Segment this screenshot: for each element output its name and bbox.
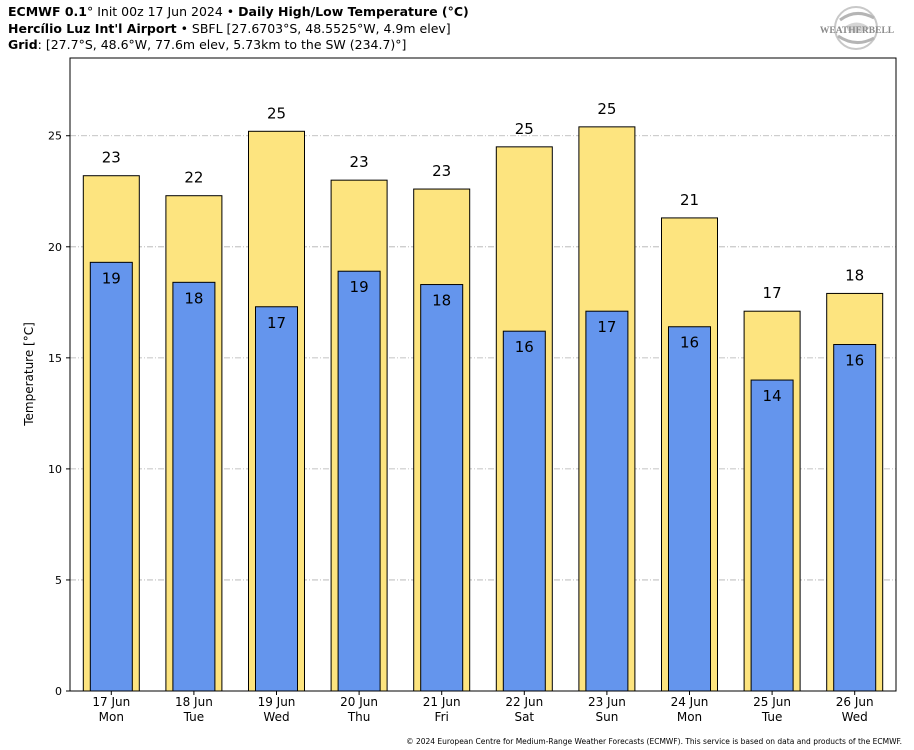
low-temp-bar bbox=[833, 344, 877, 692]
low-temp-label: 17 bbox=[597, 318, 616, 336]
x-tick-date: 21 Jun bbox=[423, 695, 461, 709]
bar-value-labels: 23 19 22 18 25 17 23 19 23 18 25 16 25 17 21 16 17 14 18 16 bbox=[102, 100, 864, 405]
header-line-1: ECMWF 0.1° Init 00z 17 Jun 2024 • Daily … bbox=[8, 4, 469, 21]
y-axis: 0 5 10 15 20 25 bbox=[48, 130, 70, 698]
low-temp-bar bbox=[172, 281, 216, 692]
y-tick-label: 20 bbox=[48, 241, 62, 254]
x-tick-date: 22 Jun bbox=[505, 695, 543, 709]
x-tick-weekday: Sat bbox=[514, 710, 534, 724]
low-temp-bar bbox=[337, 270, 381, 692]
station-name: Hercílio Luz Int'l Airport bbox=[8, 20, 177, 36]
x-tick-date: 24 Jun bbox=[671, 695, 709, 709]
low-temp-bar bbox=[750, 379, 794, 692]
high-temp-label: 21 bbox=[680, 191, 699, 209]
low-temp-bar bbox=[668, 326, 711, 692]
x-tick-weekday: Wed bbox=[842, 710, 868, 724]
low-temp-label: 19 bbox=[350, 278, 369, 296]
plot-frame bbox=[69, 57, 897, 692]
y-tick-label: 25 bbox=[48, 130, 62, 143]
y-tick-label: 0 bbox=[55, 685, 62, 698]
header-line-3: Grid: [27.7°S, 48.6°W, 77.6m elev, 5.73k… bbox=[8, 37, 469, 54]
y-tick-label: 15 bbox=[48, 352, 62, 365]
station-details: SBFL [27.6703°S, 48.5525°W, 4.9m elev] bbox=[191, 20, 451, 36]
x-tick-weekday: Thu bbox=[347, 710, 371, 724]
header-line-2: Hercílio Luz Int'l Airport • SBFL [27.67… bbox=[8, 21, 469, 38]
weatherbell-logo: WEATHERBELL bbox=[820, 6, 894, 50]
high-temp-label: 17 bbox=[763, 284, 782, 302]
bars bbox=[82, 126, 884, 692]
high-temp-label: 23 bbox=[432, 162, 451, 180]
x-tick-weekday: Fri bbox=[435, 710, 449, 724]
x-tick-weekday: Tue bbox=[183, 710, 205, 724]
y-tick-label: 5 bbox=[55, 574, 62, 587]
separator: • bbox=[222, 4, 239, 19]
low-temp-label: 19 bbox=[102, 269, 121, 287]
chart-title: Daily High/Low Temperature (°C) bbox=[238, 4, 469, 19]
separator: • bbox=[176, 20, 192, 36]
copyright-notice: © 2024 European Centre for Medium-Range … bbox=[406, 737, 902, 746]
low-temp-bar bbox=[585, 310, 629, 692]
x-tick-date: 25 Jun bbox=[753, 695, 791, 709]
x-tick-date: 17 Jun bbox=[92, 695, 130, 709]
y-tick-label: 10 bbox=[48, 463, 62, 476]
x-tick-date: 26 Jun bbox=[836, 695, 874, 709]
logo-text: WEATHERBELL bbox=[820, 26, 894, 36]
chart-header: ECMWF 0.1° Init 00z 17 Jun 2024 • Daily … bbox=[8, 4, 469, 54]
low-temp-label: 16 bbox=[845, 352, 864, 370]
weatherbell-swirl-logo bbox=[834, 6, 878, 50]
low-temp-bar bbox=[89, 261, 133, 692]
high-temp-label: 18 bbox=[845, 266, 864, 284]
grid-details: : [27.7°S, 48.6°W, 77.6m elev, 5.73km to… bbox=[37, 37, 407, 52]
high-temp-label: 25 bbox=[267, 104, 286, 122]
x-tick-weekday: Mon bbox=[99, 710, 124, 724]
x-tick-date: 23 Jun bbox=[588, 695, 626, 709]
high-temp-label: 25 bbox=[515, 120, 534, 138]
low-temp-label: 16 bbox=[515, 338, 534, 356]
y-axis-label: Temperature [°C] bbox=[22, 322, 36, 427]
low-temp-label: 18 bbox=[432, 292, 451, 310]
low-temp-bar bbox=[502, 330, 546, 692]
x-tick-weekday: Mon bbox=[677, 710, 702, 724]
low-temp-bar bbox=[255, 306, 298, 692]
low-temp-label: 17 bbox=[267, 314, 286, 332]
high-temp-label: 23 bbox=[102, 149, 121, 167]
x-tick-weekday: Wed bbox=[263, 710, 289, 724]
high-temp-label: 23 bbox=[350, 153, 369, 171]
model-name: ECMWF 0.1 bbox=[8, 4, 87, 19]
x-tick-weekday: Tue bbox=[761, 710, 783, 724]
x-tick-weekday: Sun bbox=[595, 710, 618, 724]
x-tick-date: 19 Jun bbox=[258, 695, 296, 709]
low-temp-bar bbox=[420, 284, 464, 692]
high-temp-label: 22 bbox=[184, 169, 203, 187]
x-tick-date: 18 Jun bbox=[175, 695, 213, 709]
init-time: ° Init 00z 17 Jun 2024 bbox=[86, 4, 223, 19]
grid-label: Grid bbox=[8, 37, 38, 52]
low-temp-label: 14 bbox=[763, 387, 782, 405]
low-temp-label: 18 bbox=[184, 289, 203, 307]
low-temp-label: 16 bbox=[680, 334, 699, 352]
x-tick-date: 20 Jun bbox=[340, 695, 378, 709]
high-temp-label: 25 bbox=[597, 100, 616, 118]
